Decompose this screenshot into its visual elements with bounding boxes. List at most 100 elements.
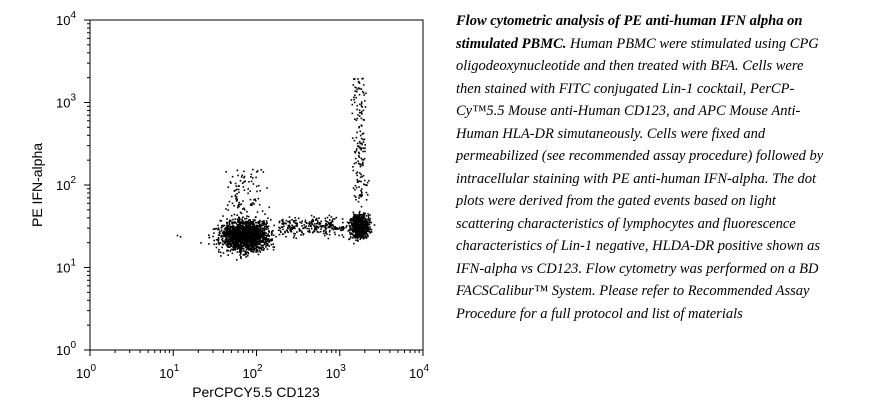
- event-dot: [254, 200, 257, 202]
- event-dot: [241, 224, 244, 227]
- event-dot: [317, 231, 320, 234]
- event-dot: [232, 246, 234, 248]
- event-dot: [266, 226, 268, 229]
- event-dot: [355, 90, 358, 93]
- event-dot: [367, 228, 369, 231]
- event-dot: [364, 230, 366, 233]
- event-dot: [222, 225, 225, 227]
- event-dot: [252, 238, 255, 240]
- event-dot: [238, 251, 241, 253]
- event-dot: [252, 220, 255, 223]
- event-dot: [243, 207, 245, 210]
- event-dot: [236, 248, 239, 250]
- event-dot: [360, 235, 362, 238]
- event-dot: [361, 216, 363, 218]
- event-dot: [318, 223, 321, 226]
- event-dot: [238, 203, 240, 206]
- event-dot: [262, 246, 264, 249]
- event-dot: [360, 188, 363, 190]
- event-dot: [362, 109, 365, 112]
- event-dot: [324, 234, 326, 237]
- event-dot: [342, 229, 344, 231]
- event-dot: [252, 183, 255, 185]
- event-dot: [236, 231, 239, 234]
- event-dot: [313, 228, 316, 230]
- event-dot: [310, 227, 313, 230]
- event-dot: [230, 238, 232, 241]
- event-dot: [250, 229, 253, 231]
- event-dot: [362, 229, 365, 232]
- event-dot: [236, 236, 239, 239]
- event-dot: [316, 222, 318, 225]
- event-dot: [233, 213, 236, 216]
- event-dot: [294, 219, 296, 222]
- event-dot: [241, 244, 243, 247]
- event-dot: [239, 225, 242, 227]
- event-dot: [245, 256, 247, 258]
- event-dot: [370, 221, 373, 224]
- event-dot: [250, 176, 252, 178]
- event-dot: [256, 221, 258, 224]
- event-dot: [329, 222, 331, 225]
- event-dot: [273, 246, 276, 248]
- event-dot: [265, 223, 267, 226]
- event-dot: [361, 175, 363, 178]
- event-dot: [234, 232, 237, 235]
- event-dot: [357, 160, 359, 162]
- event-dot: [242, 220, 245, 223]
- event-dot: [367, 226, 369, 229]
- event-dot: [250, 173, 253, 176]
- event-dot: [363, 217, 365, 220]
- event-dot: [362, 84, 365, 86]
- event-dot: [361, 133, 364, 135]
- event-dot: [363, 157, 366, 160]
- event-dot: [236, 198, 238, 200]
- event-dot: [241, 240, 244, 243]
- event-dot: [365, 227, 367, 229]
- event-dot: [355, 136, 358, 139]
- event-dot: [361, 158, 364, 161]
- event-dot: [355, 161, 357, 164]
- event-dot: [240, 221, 242, 224]
- event-dot: [242, 239, 244, 241]
- event-dot: [259, 236, 262, 239]
- event-dot: [361, 230, 363, 233]
- event-dot: [364, 184, 367, 186]
- event-dot: [361, 218, 364, 221]
- event-dot: [293, 232, 295, 235]
- event-dot: [237, 205, 239, 207]
- event-dot: [219, 232, 221, 235]
- event-dot: [370, 229, 373, 231]
- event-dot: [223, 240, 226, 243]
- event-dot: [239, 254, 241, 256]
- x-tick-label: 103: [326, 363, 346, 381]
- event-dot: [253, 246, 255, 248]
- event-dot: [352, 217, 354, 220]
- event-dot: [220, 255, 222, 257]
- event-dot: [226, 225, 228, 227]
- x-tick-exponent: 1: [174, 363, 180, 374]
- event-dot: [353, 223, 356, 225]
- event-dot: [360, 101, 363, 103]
- event-dot: [357, 114, 359, 116]
- event-dot: [239, 211, 242, 214]
- event-dot: [232, 244, 235, 247]
- event-dot: [325, 227, 328, 230]
- event-dot: [243, 225, 246, 228]
- event-dot: [354, 235, 356, 237]
- event-dot: [329, 219, 331, 221]
- event-dot: [243, 222, 245, 224]
- event-dot: [267, 225, 269, 228]
- event-dot: [365, 225, 367, 227]
- event-dot: [249, 245, 252, 247]
- event-dot: [365, 221, 367, 223]
- event-dot: [296, 225, 298, 227]
- event-dot: [226, 223, 228, 225]
- event-dot: [335, 228, 338, 230]
- event-dot: [288, 225, 290, 228]
- event-dot: [282, 222, 285, 225]
- event-dot: [267, 233, 269, 235]
- event-dot: [235, 185, 237, 187]
- event-dot: [279, 230, 282, 232]
- event-dot: [341, 234, 344, 236]
